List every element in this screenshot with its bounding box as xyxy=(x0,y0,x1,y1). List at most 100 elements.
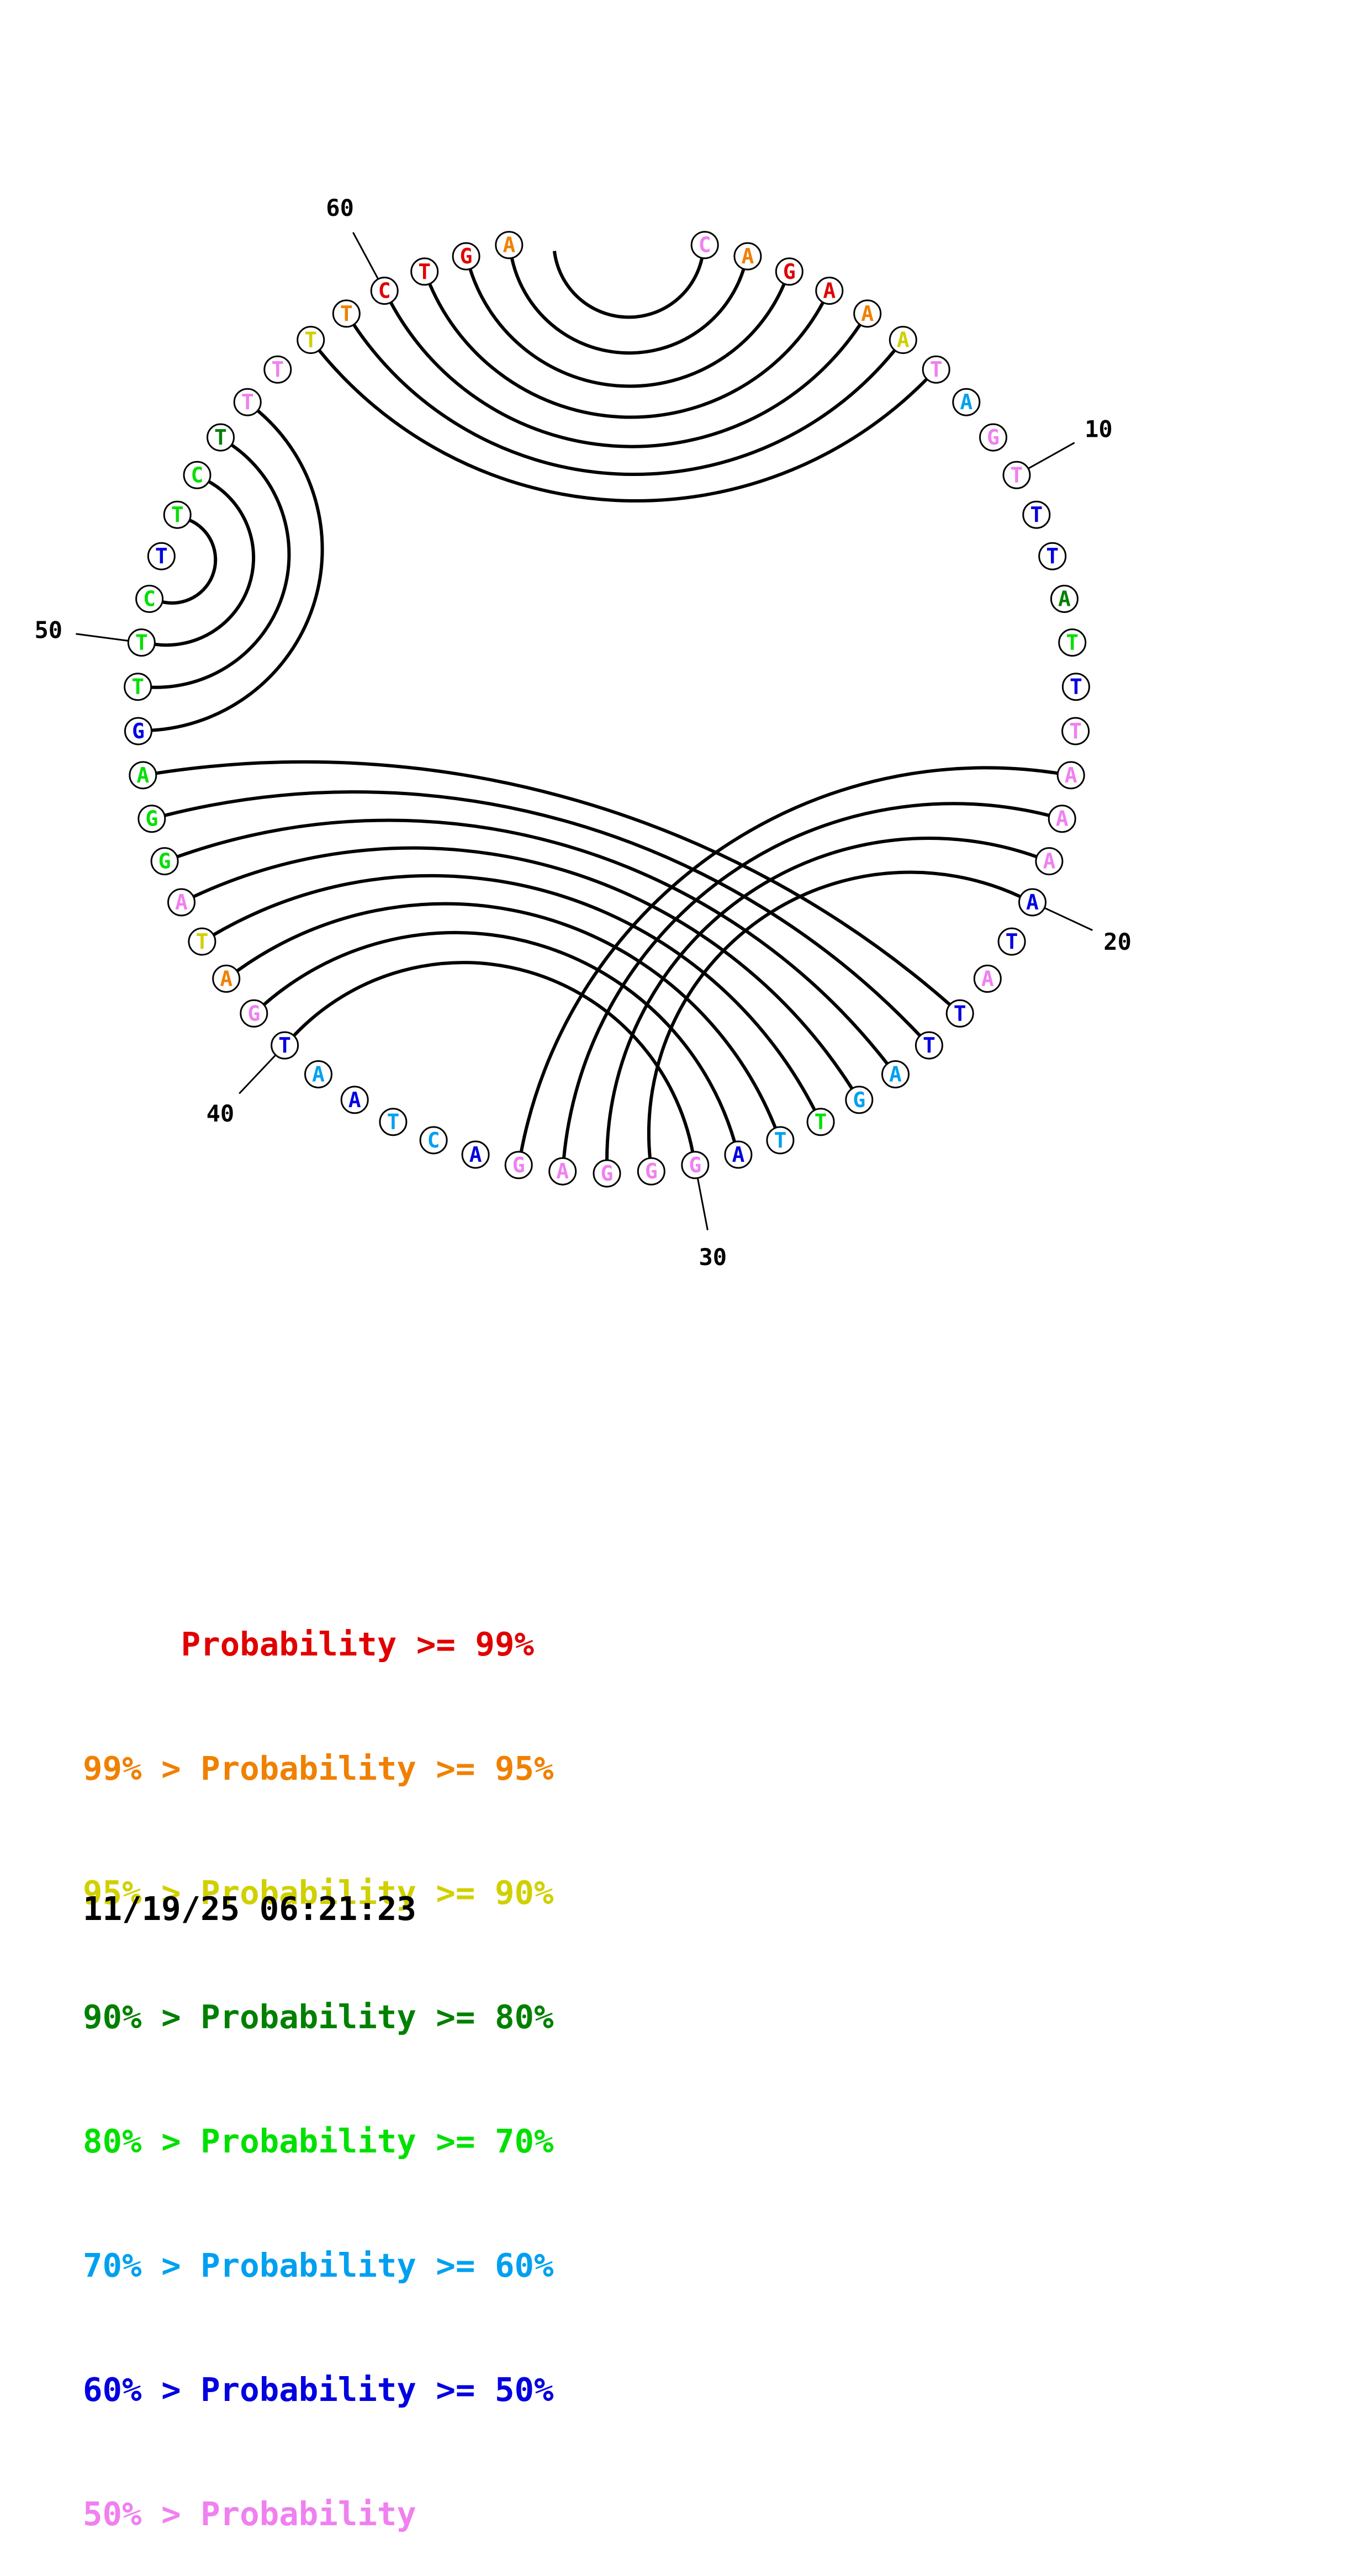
base-46: G xyxy=(138,805,166,833)
base-pair-arc xyxy=(519,766,1058,1152)
base-pair-arc xyxy=(151,409,324,732)
base-letter: T xyxy=(954,1001,966,1025)
position-tick xyxy=(696,1178,709,1230)
base-36: C xyxy=(419,1126,448,1155)
base-37: T xyxy=(379,1108,408,1136)
base-circle xyxy=(233,388,262,416)
base-circle xyxy=(504,1151,533,1179)
base-pair-arc xyxy=(468,268,786,388)
base-60: C xyxy=(370,277,399,305)
base-circle xyxy=(1056,761,1085,790)
base-circles: C AGAAATAGTTTATTTAAAATATTAGTTAGGGAGACTAAT… xyxy=(124,231,1090,1188)
base-circle xyxy=(495,231,524,260)
base-circle xyxy=(889,326,917,355)
base-pair-arc xyxy=(552,251,704,319)
base-letter: A xyxy=(220,966,232,991)
base-circle xyxy=(979,423,1007,452)
base-pair-arc xyxy=(510,257,746,355)
base-letter: T xyxy=(1030,502,1043,527)
base-32: G xyxy=(593,1159,621,1188)
base-34: G xyxy=(504,1151,533,1179)
base-50: T xyxy=(127,628,156,657)
base-circle xyxy=(297,326,325,355)
base-letter: T xyxy=(271,357,284,382)
base-circle xyxy=(915,1031,943,1060)
timestamp: 11/19/25 06:21:23 xyxy=(83,1890,416,1928)
base-10: T xyxy=(1002,461,1031,489)
base-letter: C xyxy=(378,279,391,303)
base-letter: T xyxy=(1006,929,1018,954)
base-48: G xyxy=(124,717,152,745)
base-letter: A xyxy=(1065,763,1077,787)
base-letter: C xyxy=(427,1128,440,1152)
base-15: T xyxy=(1061,673,1090,701)
legend-prefix: 80% > xyxy=(83,2122,201,2160)
base-circle xyxy=(379,1108,408,1136)
base-circle xyxy=(332,299,361,328)
base-circle xyxy=(452,242,480,271)
base-circle xyxy=(370,277,399,305)
base-circle xyxy=(138,805,166,833)
base-letter: G xyxy=(512,1153,525,1177)
position-tick xyxy=(1044,907,1093,931)
base-circle xyxy=(806,1108,835,1136)
base-letter: A xyxy=(1026,890,1039,914)
base-letter: G xyxy=(460,244,473,268)
position-tick xyxy=(239,1054,277,1094)
legend-tier-70: 80% > Probability >= 70% xyxy=(83,2120,554,2162)
base-letter: G xyxy=(645,1159,658,1183)
base-35: A xyxy=(461,1140,490,1169)
base-letter: T xyxy=(135,631,148,655)
base-letter: T xyxy=(1070,675,1082,699)
legend-text: Probability >= 95% xyxy=(200,1749,554,1787)
base-letter: G xyxy=(247,1001,260,1025)
base-letter: A xyxy=(732,1142,744,1167)
base-14: T xyxy=(1058,628,1087,657)
base-circle xyxy=(410,257,439,286)
base-letter: C xyxy=(191,463,204,487)
base-pair-arc xyxy=(318,349,928,503)
base-letter: T xyxy=(1069,719,1082,743)
base-52: T xyxy=(147,542,176,570)
position-label: 60 xyxy=(326,194,354,221)
base-letter: A xyxy=(175,890,188,914)
base-53: T xyxy=(163,500,192,529)
base-letter: T xyxy=(241,390,254,414)
position-label: 40 xyxy=(207,1100,235,1127)
base-pair-arc xyxy=(236,902,777,1129)
base-circle xyxy=(637,1157,665,1186)
base-49: T xyxy=(124,673,152,701)
base-circle xyxy=(212,964,241,993)
base-pair-arc xyxy=(213,874,816,1111)
base-8: A xyxy=(952,388,981,416)
position-label: 10 xyxy=(1085,415,1113,442)
legend-prefix: 60% > xyxy=(83,2371,201,2409)
base-22: A xyxy=(973,964,1002,993)
base-letter: A xyxy=(312,1062,325,1087)
base-circle xyxy=(733,242,762,271)
base-circle xyxy=(127,628,156,657)
base-18: A xyxy=(1048,805,1076,833)
base-circle xyxy=(1035,847,1064,876)
base-circle xyxy=(461,1140,490,1169)
base-letter: A xyxy=(348,1088,361,1112)
base-letter: T xyxy=(387,1110,399,1134)
base-58: T xyxy=(297,326,325,355)
base-letter: T xyxy=(930,357,943,382)
base-circle xyxy=(1058,628,1087,657)
base-circle xyxy=(150,847,179,876)
base-25: A xyxy=(881,1060,910,1088)
legend-text: Probability >= 99% xyxy=(181,1625,534,1663)
base-43: T xyxy=(188,927,216,956)
base-16: T xyxy=(1061,717,1090,745)
legend-tier-80: 90% > Probability >= 80% xyxy=(83,1996,554,2038)
base-letter: G xyxy=(601,1161,614,1186)
base-letter: A xyxy=(981,966,994,991)
base-pair-arc xyxy=(193,846,854,1090)
base-pair-arc xyxy=(176,818,889,1065)
base-47: A xyxy=(129,761,157,790)
base-letter: G xyxy=(987,425,1000,449)
base-letter: T xyxy=(171,502,184,527)
base-circle xyxy=(167,888,195,917)
base-letter: T xyxy=(195,929,208,954)
